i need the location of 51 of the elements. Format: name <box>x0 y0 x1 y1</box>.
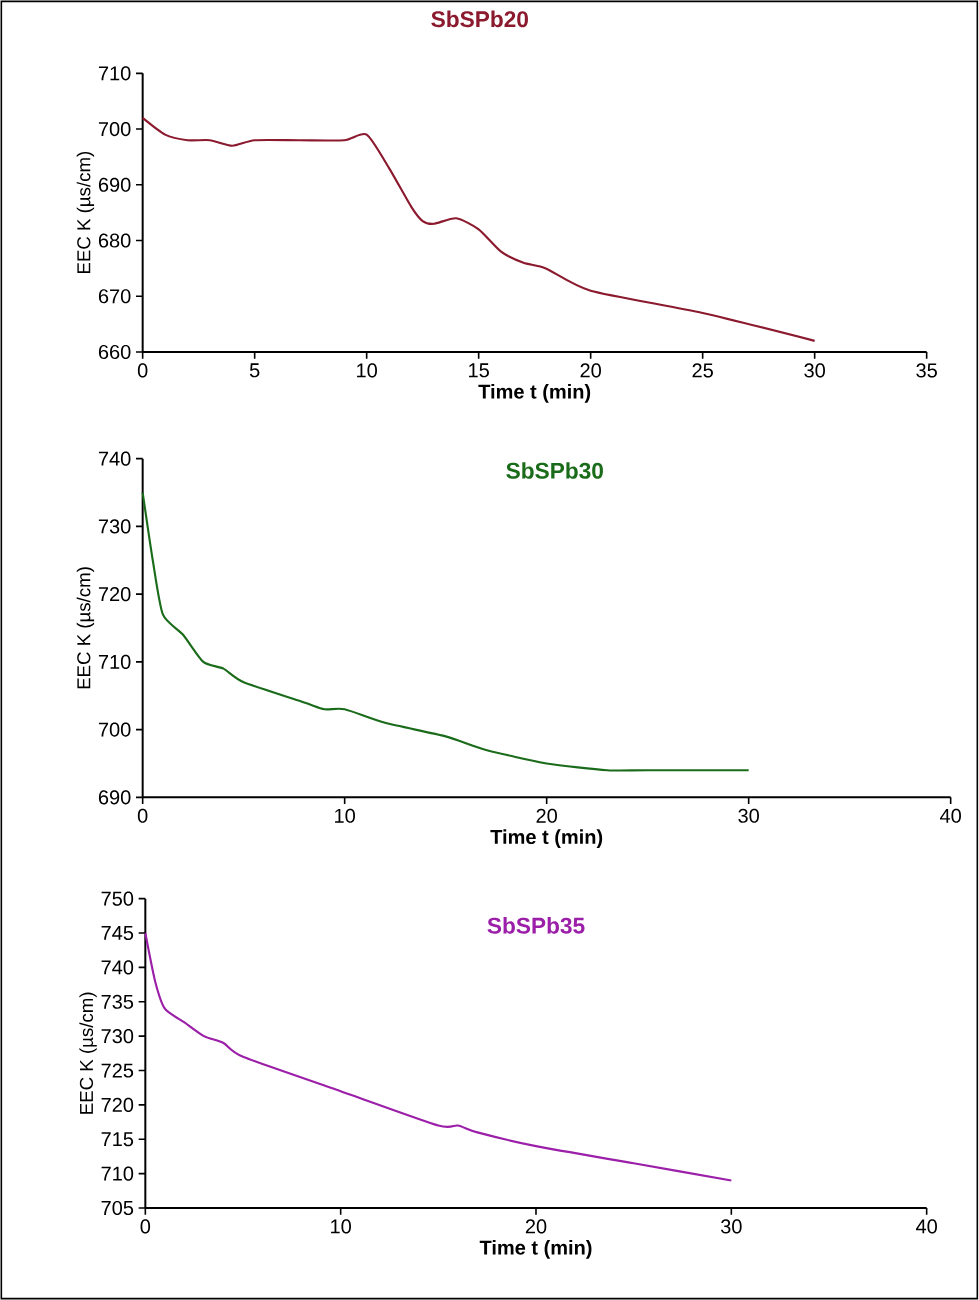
x-tick-label: 0 <box>138 363 148 378</box>
x-tick-label: 20 <box>580 363 602 378</box>
x-tick-label: 20 <box>536 808 558 823</box>
y-tick-label: 725 <box>101 1063 134 1078</box>
x-tick-label: 30 <box>738 808 760 823</box>
line-series <box>141 491 750 772</box>
x-tick-label: 5 <box>250 363 260 378</box>
chart-title: SbSPb30 <box>506 462 604 479</box>
y-tick-label: 740 <box>99 451 131 466</box>
y-tick-label: 730 <box>99 519 131 534</box>
y-tick-label: 690 <box>99 790 131 805</box>
x-tick-label: 20 <box>526 1219 547 1234</box>
y-tick-label: 745 <box>101 926 134 941</box>
x-axis-title: Time t (min) <box>479 1240 592 1259</box>
y-tick-label: 715 <box>101 1132 134 1147</box>
x-tick-label: 15 <box>469 363 490 378</box>
chart-title: SbSPb20 <box>431 10 529 28</box>
y-tick-label: 660 <box>99 344 131 360</box>
x-tick-label: 10 <box>331 1219 352 1234</box>
y-tick-label: 680 <box>99 233 131 248</box>
y-tick-label: 730 <box>101 1029 134 1044</box>
y-tick-label: 720 <box>99 587 131 602</box>
y-tick-label: 710 <box>99 654 131 669</box>
x-tick-label: 35 <box>916 363 938 378</box>
x-axis-title: Time t (min) <box>478 384 591 403</box>
y-tick-label: 740 <box>101 960 134 975</box>
y-tick-label: 690 <box>99 177 131 192</box>
x-tick-label: 10 <box>357 363 378 378</box>
y-tick-label: 700 <box>99 121 131 137</box>
y-tick-label: 705 <box>101 1200 134 1216</box>
x-tick-label: 0 <box>140 1219 151 1234</box>
x-tick-label: 10 <box>335 808 356 823</box>
x-tick-label: 40 <box>940 808 962 823</box>
x-tick-label: 30 <box>804 363 826 378</box>
y-tick-label: 710 <box>101 1166 134 1181</box>
line-series <box>141 116 816 342</box>
y-tick-label: 720 <box>101 1097 134 1112</box>
text: SbSPb35 <box>487 917 585 934</box>
x-tick-label: 0 <box>138 808 148 823</box>
y-axis-title: EEC K (µs/cm) <box>76 151 95 274</box>
y-tick-label: 670 <box>99 289 131 304</box>
x-axis-title: Time t (min) <box>490 829 603 848</box>
y-tick-label: 735 <box>101 994 134 1009</box>
x-tick-label: 30 <box>721 1219 742 1234</box>
x-tick-label: 25 <box>692 363 714 378</box>
y-axis-title: EEC K (µs/cm) <box>79 992 97 1114</box>
y-axis-title: EEC K (µs/cm) <box>76 567 95 689</box>
x-tick-label: 40 <box>916 1219 938 1234</box>
y-tick-label: 700 <box>99 722 131 737</box>
y-tick-label: 710 <box>99 66 131 81</box>
y-tick-label: 750 <box>101 891 134 906</box>
